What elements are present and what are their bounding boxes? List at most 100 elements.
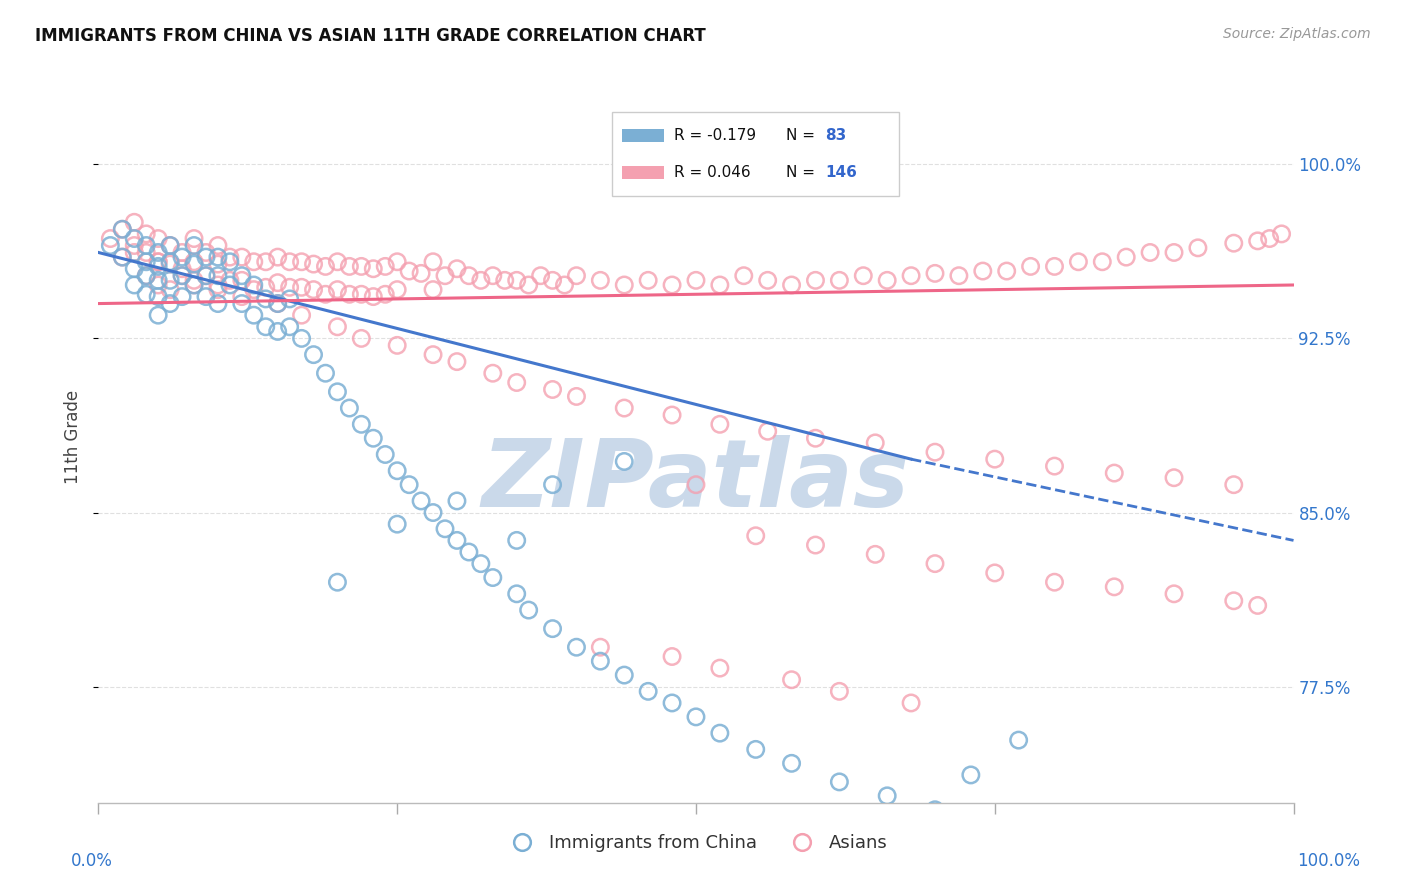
Point xyxy=(111,250,134,264)
Point xyxy=(278,292,301,306)
Text: 146: 146 xyxy=(825,165,856,179)
Point xyxy=(207,250,229,264)
Point xyxy=(302,283,325,297)
Point xyxy=(159,273,181,287)
Point xyxy=(1104,466,1126,480)
Point xyxy=(135,245,157,260)
Point xyxy=(172,290,194,304)
Point xyxy=(1258,231,1281,245)
Point xyxy=(148,277,170,292)
Point xyxy=(411,266,433,280)
Text: N =: N = xyxy=(786,128,814,143)
Text: Source: ZipAtlas.com: Source: ZipAtlas.com xyxy=(1223,27,1371,41)
Point xyxy=(1247,599,1270,613)
Point xyxy=(172,268,194,283)
Point xyxy=(326,384,349,399)
Point xyxy=(207,283,229,297)
Point xyxy=(243,308,266,322)
Point xyxy=(231,268,253,283)
Point xyxy=(398,477,420,491)
Point xyxy=(541,477,564,491)
Point xyxy=(446,494,468,508)
Point xyxy=(1067,254,1090,268)
Point xyxy=(709,726,731,740)
Point xyxy=(135,287,157,301)
Point xyxy=(350,287,373,301)
Text: 83: 83 xyxy=(825,128,846,143)
Point xyxy=(995,264,1018,278)
Point xyxy=(385,254,409,268)
Point xyxy=(374,287,396,301)
Point xyxy=(745,529,768,543)
Text: 100.0%: 100.0% xyxy=(1298,852,1360,870)
Point xyxy=(267,296,290,310)
Point xyxy=(661,649,683,664)
Point xyxy=(231,273,253,287)
Point xyxy=(780,673,803,687)
Point xyxy=(972,264,994,278)
Point xyxy=(554,277,576,292)
Point xyxy=(315,366,337,380)
Point xyxy=(291,308,314,322)
Point xyxy=(828,775,851,789)
Point xyxy=(709,277,731,292)
Point xyxy=(148,231,170,245)
Point xyxy=(1115,250,1137,264)
Point xyxy=(326,575,349,590)
Point xyxy=(207,257,229,271)
Point xyxy=(828,684,851,698)
Point xyxy=(756,273,779,287)
Text: ZIPatlas: ZIPatlas xyxy=(482,435,910,527)
Point xyxy=(661,696,683,710)
Point xyxy=(984,452,1007,467)
Point xyxy=(494,273,516,287)
Point xyxy=(876,789,898,803)
Point xyxy=(1247,234,1270,248)
Point xyxy=(613,277,636,292)
Point xyxy=(865,436,887,450)
Point xyxy=(385,283,409,297)
Point xyxy=(900,268,922,283)
Point xyxy=(135,268,157,283)
Point xyxy=(661,408,683,422)
Point xyxy=(506,376,529,390)
Point xyxy=(111,222,134,236)
Point xyxy=(1187,241,1209,255)
Point xyxy=(1139,245,1161,260)
FancyBboxPatch shape xyxy=(613,112,900,195)
Point xyxy=(422,348,444,362)
Point xyxy=(924,557,946,571)
Point xyxy=(183,273,205,287)
Point xyxy=(613,401,636,415)
Y-axis label: 11th Grade: 11th Grade xyxy=(65,390,83,484)
Text: IMMIGRANTS FROM CHINA VS ASIAN 11TH GRADE CORRELATION CHART: IMMIGRANTS FROM CHINA VS ASIAN 11TH GRAD… xyxy=(35,27,706,45)
Point xyxy=(135,227,157,241)
Bar xyxy=(621,166,664,178)
Point xyxy=(709,417,731,432)
Point xyxy=(267,276,290,290)
Point xyxy=(231,250,253,264)
Point xyxy=(804,538,827,552)
Point xyxy=(326,319,349,334)
Point xyxy=(411,494,433,508)
Point xyxy=(326,254,349,268)
Point xyxy=(148,273,170,287)
Point xyxy=(172,268,194,283)
Point xyxy=(506,533,529,548)
Point xyxy=(267,325,290,339)
Point xyxy=(302,348,325,362)
Point xyxy=(159,238,181,252)
Point xyxy=(267,296,290,310)
Point xyxy=(374,260,396,274)
Point xyxy=(613,454,636,468)
Point xyxy=(434,268,457,283)
Point xyxy=(111,250,134,264)
Point xyxy=(148,290,170,304)
Point xyxy=(446,533,468,548)
Point xyxy=(267,250,290,264)
Point xyxy=(948,268,970,283)
Point xyxy=(339,287,361,301)
Point xyxy=(422,283,444,297)
Point xyxy=(339,401,361,415)
Point xyxy=(446,261,468,276)
